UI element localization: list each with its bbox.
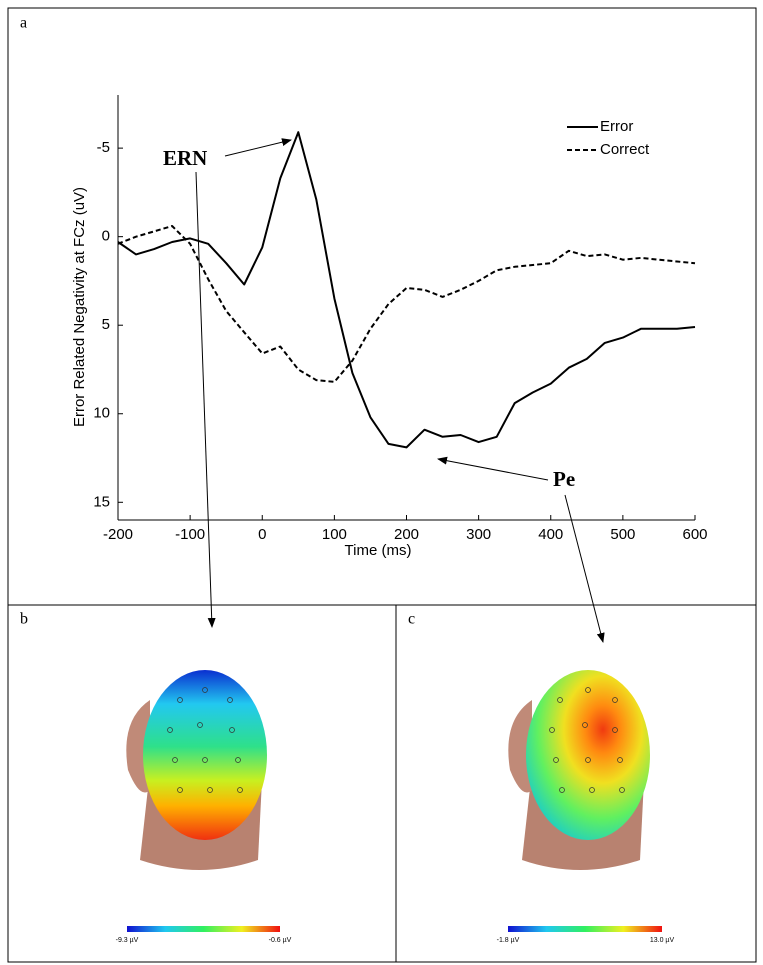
annotation: ERN <box>163 146 207 170</box>
panel-label: b <box>20 611 28 628</box>
y-tick-label: 0 <box>102 228 110 245</box>
x-tick-label: 500 <box>610 526 635 543</box>
head-map <box>126 670 280 932</box>
x-tick-label: 600 <box>682 526 707 543</box>
annotation: Pe <box>553 467 575 491</box>
x-tick-label: -100 <box>175 526 205 543</box>
y-tick-label: 5 <box>102 316 110 333</box>
arrow <box>224 138 292 157</box>
x-axis-label: Time (ms) <box>345 542 412 559</box>
y-axis-label: Error Related Negativity at FCz (uV) <box>71 187 88 427</box>
x-tick-label: 400 <box>538 526 563 543</box>
arrow <box>437 456 549 481</box>
y-tick-label: -5 <box>97 139 110 156</box>
colorbar-label: -0.6 µV <box>269 937 292 944</box>
frame <box>7 7 757 963</box>
line-series <box>117 131 696 449</box>
panel-label: c <box>408 611 415 628</box>
x-tick-label: -200 <box>103 526 133 543</box>
colorbar-label: -1.8 µV <box>497 937 520 944</box>
legend <box>562 115 695 147</box>
y-tick-label: 15 <box>93 493 110 510</box>
colorbar-label: -9.3 µV <box>116 937 139 944</box>
head-map <box>508 670 662 932</box>
x-tick-label: 300 <box>466 526 491 543</box>
x-tick-label: 0 <box>258 526 266 543</box>
legend-label: Error <box>600 118 633 135</box>
arrow <box>564 494 605 643</box>
x-tick-label: 200 <box>394 526 419 543</box>
legend-label: Correct <box>600 141 650 158</box>
colorbar-label: 13.0 µV <box>650 937 675 944</box>
arrow <box>195 171 216 628</box>
x-tick-label: 100 <box>322 526 347 543</box>
y-tick-label: 10 <box>93 405 110 422</box>
panel-label: a <box>20 15 27 32</box>
line-series <box>117 225 696 383</box>
